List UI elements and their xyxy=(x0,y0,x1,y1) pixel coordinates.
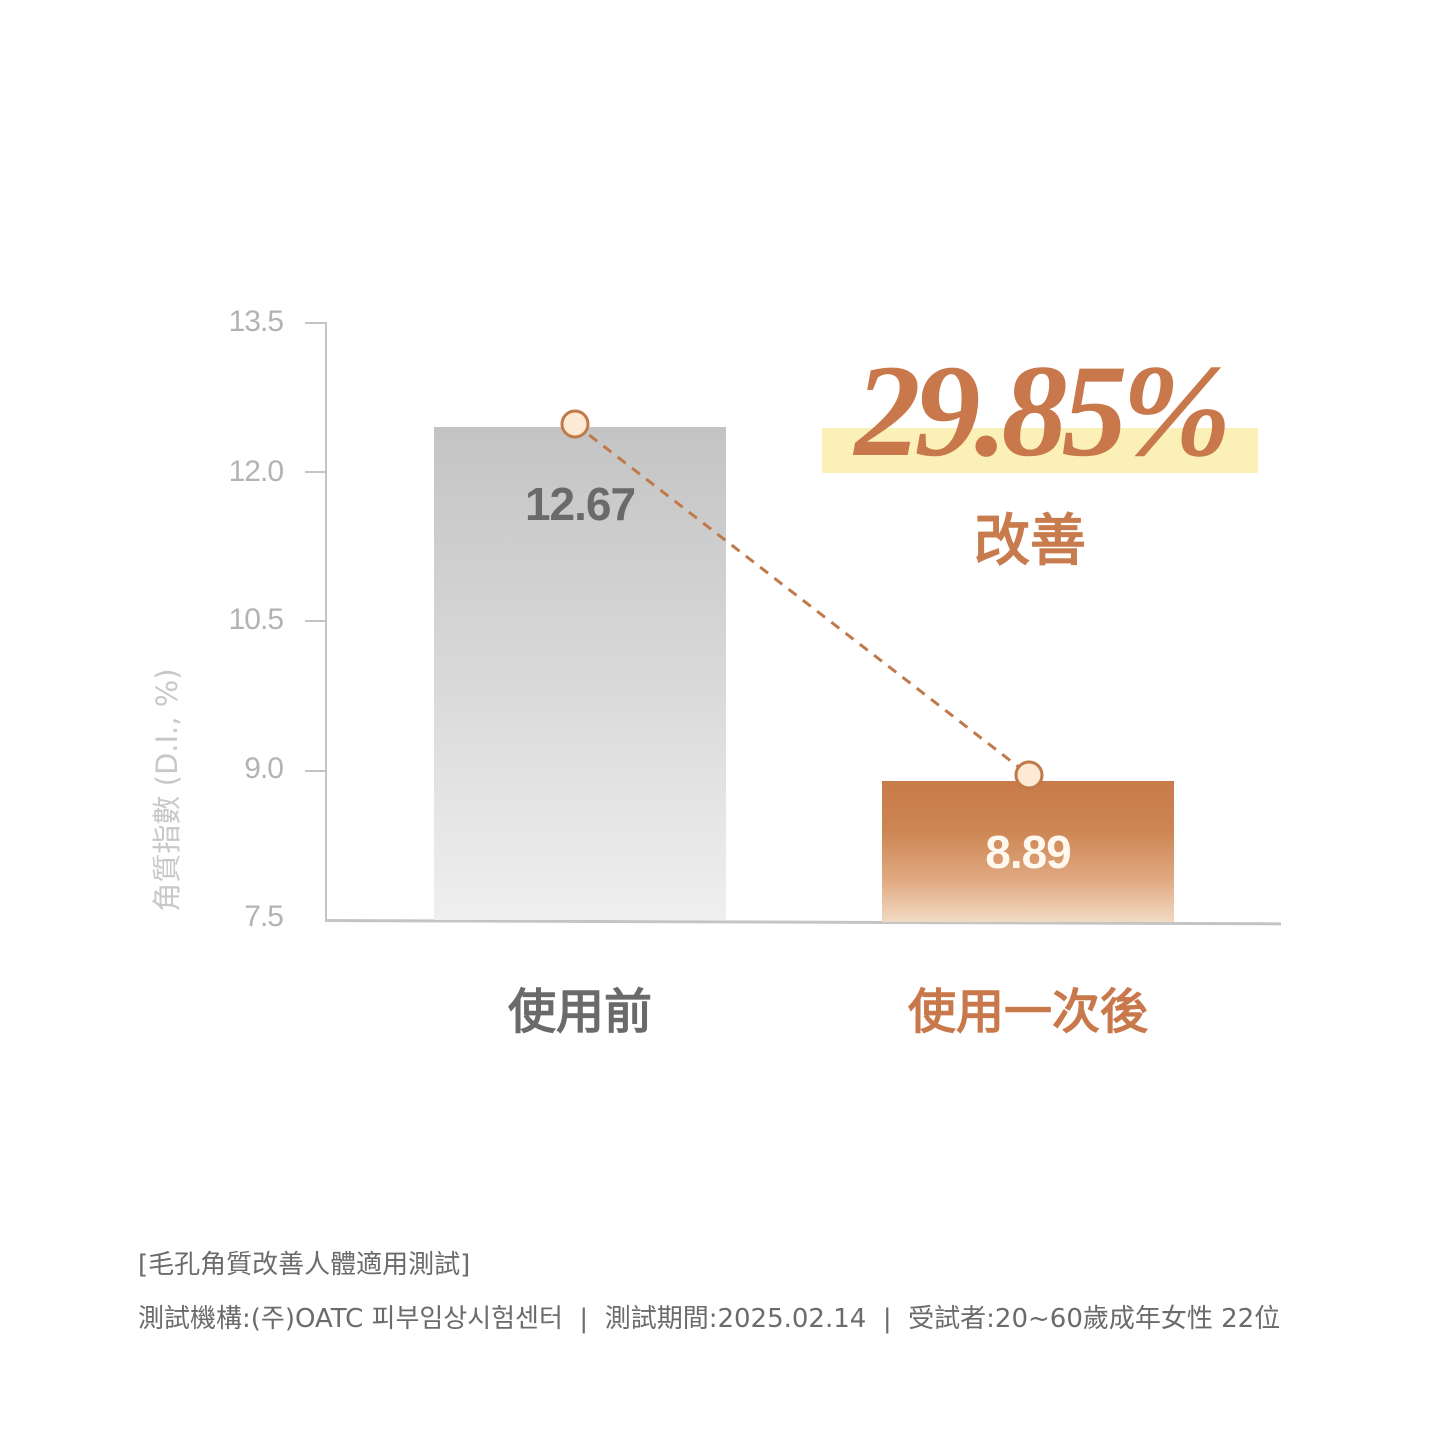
percent-highlight xyxy=(822,428,1258,473)
bar-value-before: 12.67 xyxy=(524,478,636,530)
y-tick xyxy=(305,322,327,324)
bar-after: 8.89 xyxy=(882,781,1174,922)
footnote-title: [毛孔角質改善人體適用測試] xyxy=(138,1250,471,1280)
data-point-marker xyxy=(1014,760,1044,790)
y-axis-line xyxy=(325,322,327,920)
bar-before: 12.67 xyxy=(434,427,726,920)
improvement-percent: 29.85% xyxy=(854,337,1232,484)
category-label-before: 使用前 xyxy=(507,984,652,1040)
y-tick xyxy=(305,770,327,772)
data-point-marker xyxy=(560,409,590,439)
y-tick-label: 7.5 xyxy=(244,900,284,933)
y-tick xyxy=(305,471,327,473)
bar-value-after: 8.89 xyxy=(985,826,1072,878)
y-tick-label: 13.5 xyxy=(228,305,284,338)
y-tick xyxy=(305,620,327,622)
footnote-details: 測試機構:(주)OATC 피부임상시험센터 | 測試期間:2025.02.14 … xyxy=(138,1304,1281,1334)
category-label-after: 使用一次後 xyxy=(907,984,1148,1040)
y-tick-label: 9.0 xyxy=(244,752,284,785)
improvement-label: 改善 xyxy=(974,509,1086,574)
y-tick-label: 12.0 xyxy=(228,455,284,488)
y-tick-label: 10.5 xyxy=(228,603,284,636)
